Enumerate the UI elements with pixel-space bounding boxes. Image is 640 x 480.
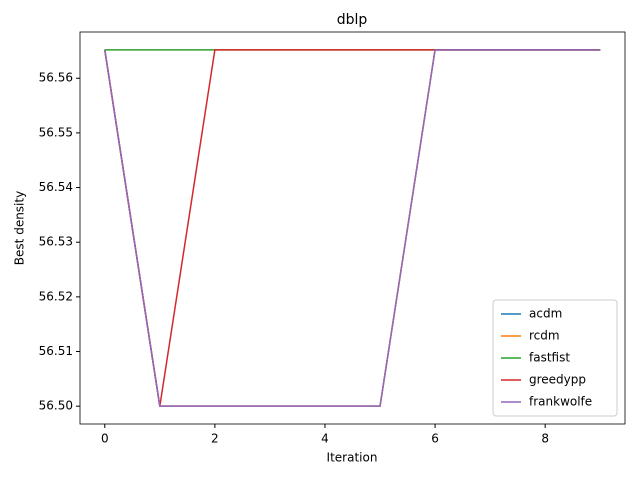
x-tick-label: 6 bbox=[431, 432, 439, 446]
x-tick-label: 0 bbox=[101, 432, 109, 446]
legend-label: fastfist bbox=[529, 351, 570, 365]
y-tick-label: 56.51 bbox=[39, 344, 73, 358]
y-tick-label: 56.55 bbox=[39, 125, 73, 139]
x-tick-label: 4 bbox=[321, 432, 329, 446]
data-line bbox=[104, 49, 601, 407]
y-tick-label: 56.54 bbox=[39, 180, 73, 194]
x-tick-label: 2 bbox=[211, 432, 219, 446]
y-tick-label: 56.56 bbox=[39, 71, 73, 85]
legend-label: greedypp bbox=[529, 373, 586, 387]
chart-title: dblp bbox=[337, 12, 368, 28]
legend-label: acdm bbox=[529, 307, 562, 321]
legend-label: rcdm bbox=[529, 329, 560, 343]
x-tick-label: 8 bbox=[541, 432, 549, 446]
y-tick-label: 56.50 bbox=[39, 399, 73, 413]
axes-frame bbox=[79, 31, 626, 425]
y-tick-label: 56.53 bbox=[39, 235, 73, 249]
y-axis-label: Best density bbox=[13, 191, 27, 265]
legend-box bbox=[492, 299, 618, 417]
legend-label: frankwolfe bbox=[529, 395, 592, 409]
x-axis-label: Iteration bbox=[327, 451, 378, 465]
y-tick-label: 56.52 bbox=[39, 289, 73, 303]
